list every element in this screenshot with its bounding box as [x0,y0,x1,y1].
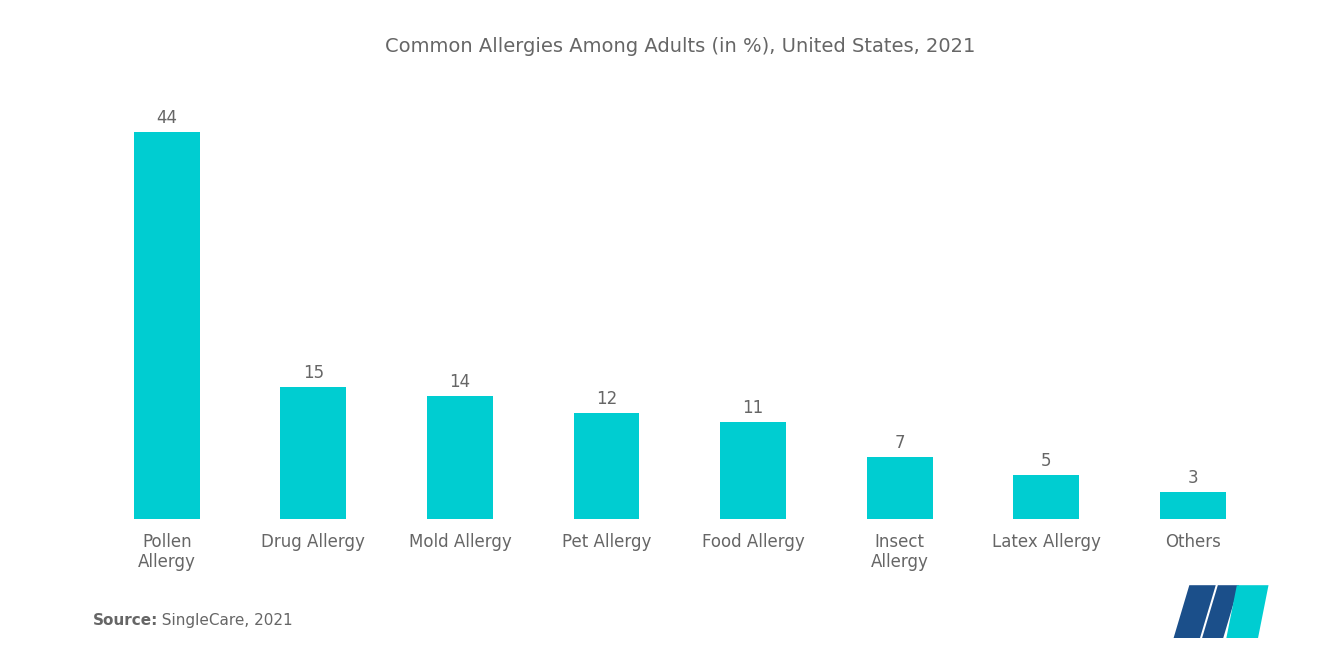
Text: 5: 5 [1041,452,1052,469]
Bar [280,387,346,519]
Bar [426,396,492,519]
Text: 7: 7 [895,434,906,452]
Text: 15: 15 [302,364,323,382]
Text: 3: 3 [1188,469,1199,487]
Text: 14: 14 [449,372,470,390]
Title: Common Allergies Among Adults (in %), United States, 2021: Common Allergies Among Adults (in %), Un… [384,37,975,56]
Text: Source:: Source: [92,613,158,628]
Bar [867,458,933,519]
Text: 11: 11 [742,399,764,417]
Polygon shape [1203,585,1239,638]
Bar [721,422,787,519]
Polygon shape [1173,585,1216,638]
Bar [1160,492,1226,519]
Text: 12: 12 [595,390,618,408]
Text: SingleCare, 2021: SingleCare, 2021 [152,613,293,628]
Bar [1014,475,1080,519]
Bar [133,132,199,519]
Text: 44: 44 [156,109,177,127]
Polygon shape [1226,585,1269,638]
Bar [573,414,639,519]
